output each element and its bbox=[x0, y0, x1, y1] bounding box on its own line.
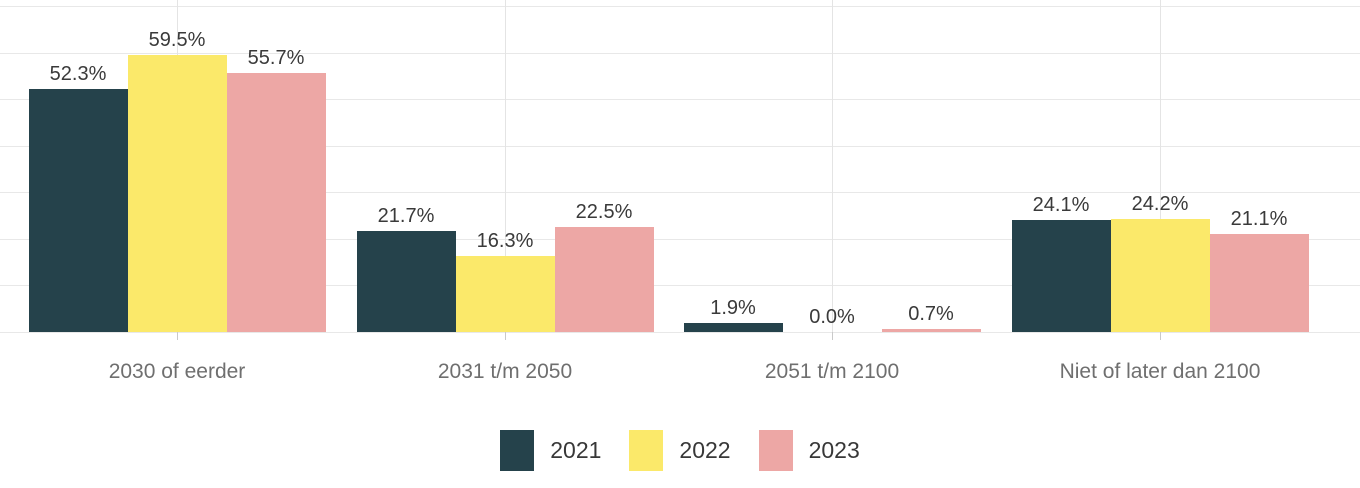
bar-2022 bbox=[127, 55, 227, 332]
bar-2022 bbox=[1110, 219, 1210, 332]
legend: 2021 2022 2023 bbox=[0, 430, 1360, 471]
gridline-vertical bbox=[1160, 0, 1161, 332]
bar-2021 bbox=[683, 323, 783, 332]
value-label: 16.3% bbox=[476, 230, 534, 252]
gridline-horizontal bbox=[0, 145, 1360, 147]
gridline-vertical bbox=[505, 0, 506, 332]
legend-item-2021: 2021 bbox=[500, 430, 601, 471]
bar-group: 52.3% 59.5% 55.7% bbox=[28, 29, 326, 332]
bar-column: 52.3% bbox=[28, 63, 128, 332]
value-label: 0.0% bbox=[809, 306, 855, 328]
legend-item-2022: 2022 bbox=[629, 430, 731, 471]
gridline-horizontal bbox=[0, 285, 1360, 287]
legend-item-2023: 2023 bbox=[758, 430, 860, 471]
bar-2021 bbox=[1011, 220, 1111, 332]
gridline-vertical bbox=[832, 0, 833, 332]
bar-2022 bbox=[455, 256, 555, 332]
value-label: 59.5% bbox=[148, 29, 206, 51]
bar-2023 bbox=[226, 73, 326, 332]
value-label: 52.3% bbox=[49, 63, 107, 85]
gridline-horizontal bbox=[0, 6, 1360, 8]
legend-label: 2023 bbox=[808, 437, 860, 463]
x-axis-tick bbox=[177, 332, 178, 340]
category-label: 2051 t/m 2100 bbox=[764, 360, 900, 383]
value-label: 21.1% bbox=[1230, 208, 1288, 230]
bar-column: 16.3% bbox=[455, 230, 555, 332]
legend-swatch-2022 bbox=[629, 430, 664, 471]
bar-group: 24.1% 24.2% 21.1% bbox=[1011, 193, 1309, 332]
bar-column: 0.0% bbox=[783, 307, 882, 332]
bar-column: 1.9% bbox=[683, 297, 783, 332]
gridline-horizontal bbox=[0, 238, 1360, 240]
value-label: 24.2% bbox=[1131, 193, 1189, 215]
bar-2023 bbox=[554, 227, 654, 332]
plot-area: 52.3% 59.5% 55.7% 21.7% 16.3% 22.5% 1.9% 0.0% 0.… bbox=[0, 0, 1360, 333]
bar-group: 21.7% 16.3% 22.5% bbox=[356, 201, 654, 332]
category-label: 2030 of eerder bbox=[108, 360, 246, 383]
bar-column: 55.7% bbox=[226, 47, 326, 332]
bar-group: 1.9% 0.0% 0.7% bbox=[683, 297, 981, 332]
x-axis-tick bbox=[1160, 332, 1161, 340]
x-axis-tick bbox=[832, 332, 833, 340]
bar-2021 bbox=[28, 89, 128, 332]
legend-label: 2021 bbox=[550, 437, 602, 463]
bar-column: 22.5% bbox=[554, 201, 654, 332]
bar-column: 24.2% bbox=[1110, 193, 1210, 332]
value-label: 21.7% bbox=[377, 205, 435, 227]
bar-column: 59.5% bbox=[127, 29, 227, 332]
gridline-horizontal bbox=[0, 99, 1360, 101]
bar-column: 24.1% bbox=[1011, 194, 1111, 332]
gridline-horizontal bbox=[0, 52, 1360, 54]
category-label: Niet of later dan 2100 bbox=[1059, 360, 1261, 383]
legend-swatch-2021 bbox=[500, 430, 535, 471]
legend-label: 2022 bbox=[679, 437, 731, 463]
bar-column: 0.7% bbox=[881, 303, 981, 332]
x-axis-tick bbox=[505, 332, 506, 340]
legend-swatch-2023 bbox=[758, 430, 793, 471]
bar-2023 bbox=[881, 329, 981, 332]
value-label: 22.5% bbox=[575, 201, 633, 223]
bar-2021 bbox=[356, 231, 456, 332]
gridline-horizontal bbox=[0, 192, 1360, 194]
value-label: 0.7% bbox=[908, 303, 954, 325]
bar-column: 21.7% bbox=[356, 205, 456, 332]
bar-2023 bbox=[1209, 234, 1309, 332]
gridline-horizontal bbox=[0, 332, 1360, 333]
bar-column: 21.1% bbox=[1209, 208, 1309, 332]
value-label: 24.1% bbox=[1032, 194, 1090, 216]
category-label: 2031 t/m 2050 bbox=[437, 360, 573, 383]
value-label: 55.7% bbox=[247, 47, 305, 69]
value-label: 1.9% bbox=[710, 297, 756, 319]
